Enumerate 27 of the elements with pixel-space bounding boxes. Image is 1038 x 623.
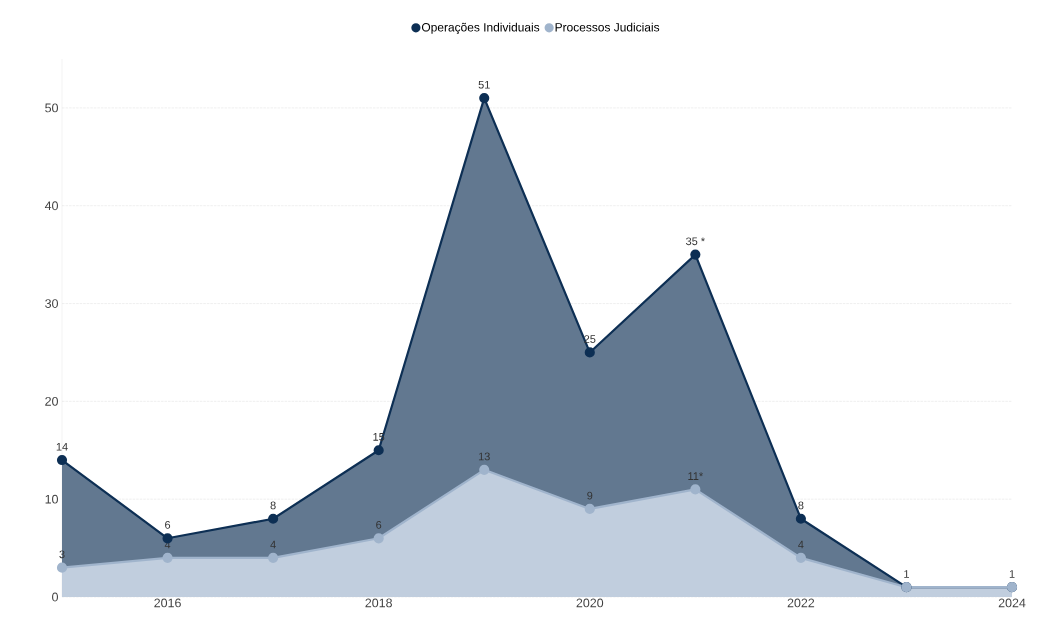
legend-label: Operações Individuais — [421, 22, 540, 34]
data-label: 8 — [798, 501, 804, 510]
data-label: 14 — [56, 443, 68, 451]
data-label: 4 — [798, 540, 804, 549]
y-tick-label: 30 — [45, 299, 58, 308]
data-label: 11* — [688, 472, 703, 480]
y-tick-label: 0 — [52, 592, 58, 602]
data-label: 51 — [478, 80, 490, 89]
data-label: 6 — [165, 521, 171, 529]
data-label: 4 — [270, 540, 276, 549]
data-label: 6 — [376, 521, 382, 529]
data-label: 35 * — [686, 237, 705, 246]
x-tick-label: 2022 — [787, 598, 815, 608]
x-tick-label: 2016 — [154, 598, 181, 608]
data-label: 9 — [587, 491, 593, 500]
data-label: 13 — [478, 452, 490, 461]
y-tick-label: 40 — [44, 201, 58, 211]
legend-label: Processos Judiciais — [555, 22, 660, 32]
data-label: 8 — [270, 501, 276, 510]
data-label: 1 — [904, 570, 909, 578]
data-label: 1 — [1009, 570, 1015, 578]
y-tick-label: 10 — [45, 494, 58, 504]
y-tick-label: 50 — [45, 103, 58, 113]
x-tick-label: 2018 — [365, 598, 392, 608]
y-tick-label: 20 — [45, 396, 58, 406]
x-tick-label: 2024 — [998, 598, 1026, 608]
x-tick-label: 2020 — [576, 598, 604, 608]
